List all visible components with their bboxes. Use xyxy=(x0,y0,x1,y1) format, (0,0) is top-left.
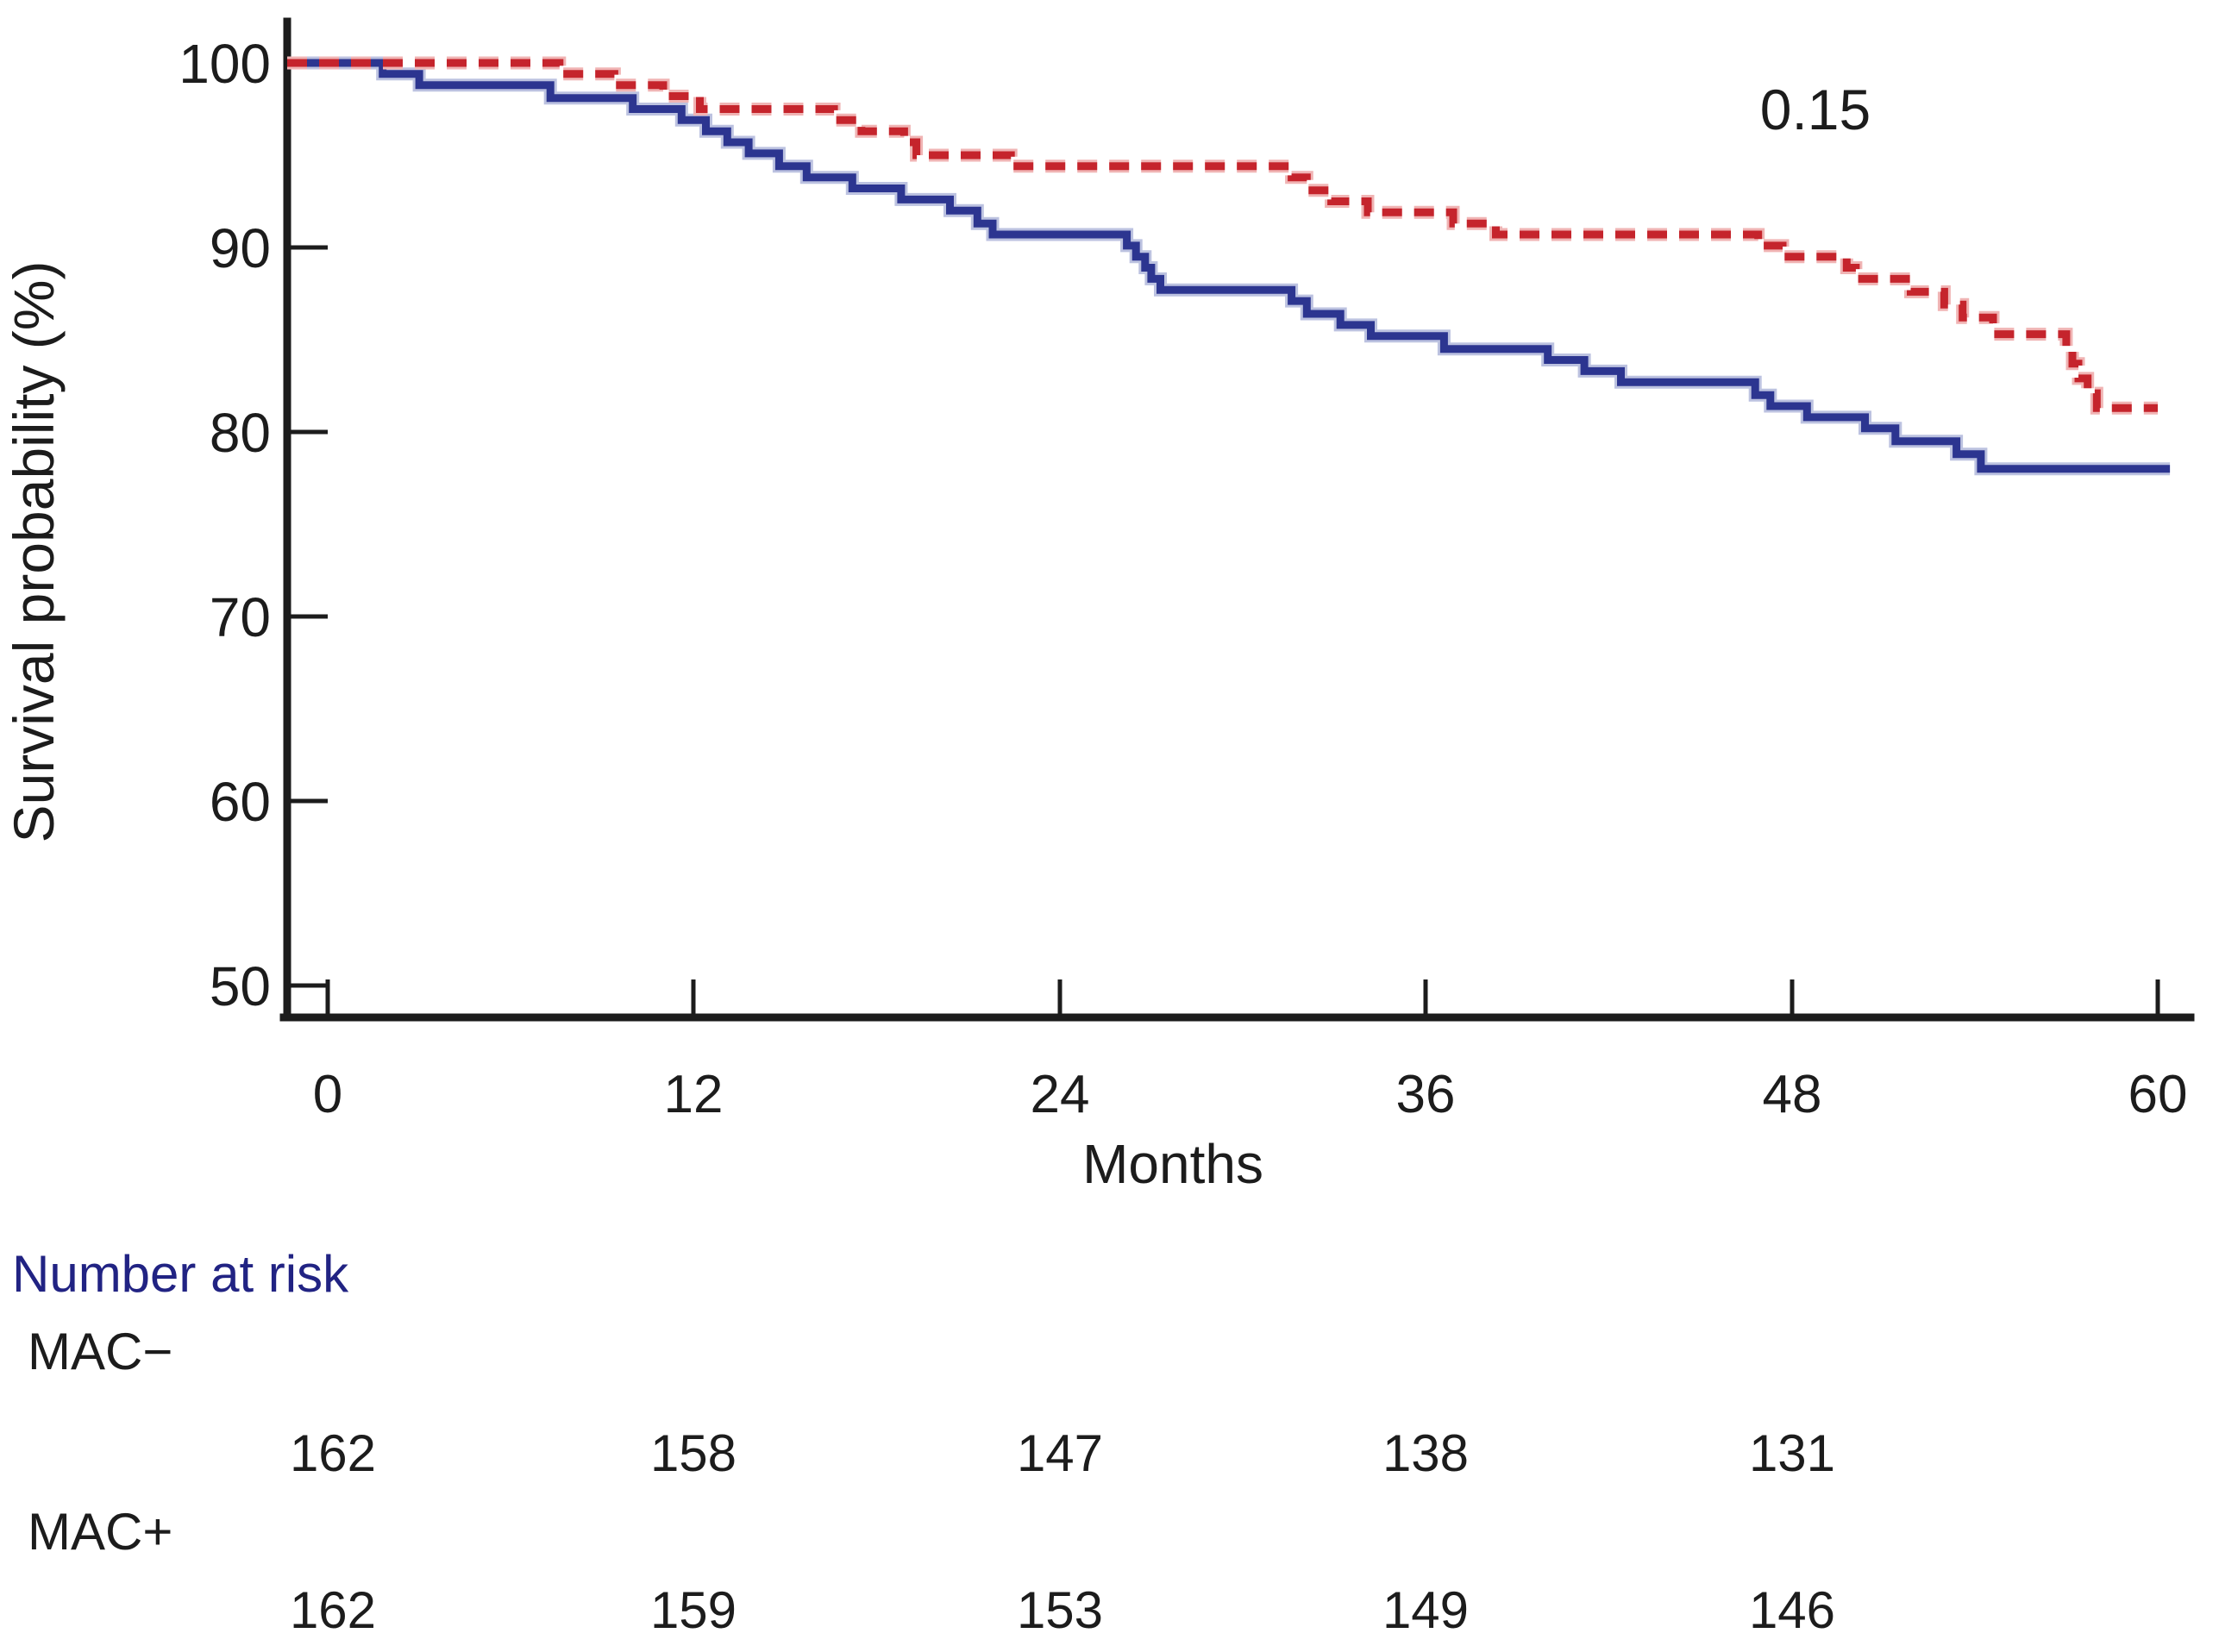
x-axis-title: Months xyxy=(1082,1133,1263,1195)
y-tick-label-100: 100 xyxy=(179,33,271,95)
risk-group-label-mac-plus: MAC+ xyxy=(28,1503,172,1561)
risk-value: 131 xyxy=(1749,1424,1835,1482)
y-tick-label-90: 90 xyxy=(210,217,271,279)
risk-value: 162 xyxy=(290,1581,376,1639)
risk-group-label-mac-minus: MAC− xyxy=(28,1323,172,1380)
mac-minus-curve-halo xyxy=(287,56,2171,476)
mac-minus-curve xyxy=(287,59,2171,473)
x-tick-label-12: 12 xyxy=(664,1065,724,1124)
y-tick-label-50: 50 xyxy=(210,955,271,1017)
risk-value: 149 xyxy=(1382,1581,1469,1639)
risk-table-title: Number at risk xyxy=(12,1245,349,1303)
mac-plus-curve-halo xyxy=(287,56,2158,415)
risk-value: 138 xyxy=(1382,1424,1469,1482)
risk-value: 147 xyxy=(1017,1424,1103,1482)
p-value-annotation: 0.15 xyxy=(1760,78,1871,141)
risk-value: 159 xyxy=(650,1581,737,1639)
x-tick-label-60: 60 xyxy=(2128,1065,2188,1124)
y-tick-label-60: 60 xyxy=(210,771,271,833)
risk-value: 162 xyxy=(290,1424,376,1482)
y-tick-label-80: 80 xyxy=(210,402,271,464)
x-tick-label-48: 48 xyxy=(1763,1065,1822,1124)
x-tick-label-36: 36 xyxy=(1396,1065,1456,1124)
x-tick-label-0: 0 xyxy=(313,1065,342,1124)
risk-value: 146 xyxy=(1749,1581,1835,1639)
y-tick-label-70: 70 xyxy=(210,586,271,648)
x-tick-label-24: 24 xyxy=(1031,1065,1090,1124)
risk-value: 153 xyxy=(1017,1581,1103,1639)
y-axis-title: Survival probability (%) xyxy=(2,261,66,843)
mac-plus-curve xyxy=(287,59,2158,412)
risk-value: 158 xyxy=(650,1424,737,1482)
